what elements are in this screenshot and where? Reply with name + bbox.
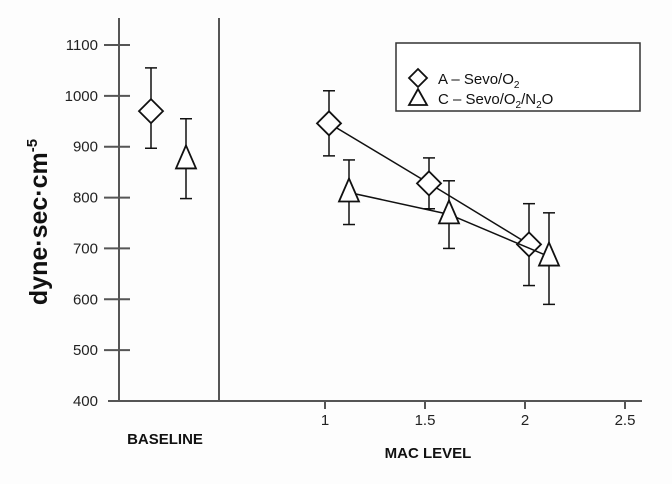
y-tick-label: 1100 — [66, 37, 98, 54]
x-tick-label: 1 — [321, 412, 329, 429]
legend-diamond-icon — [407, 67, 429, 89]
legend-label-a: A – Sevo/O2 — [438, 71, 520, 91]
y-tick-label: 700 — [73, 240, 98, 257]
y-tick-label: 1000 — [65, 88, 98, 105]
y-axis-label: dyne·sec·cm-5 — [24, 139, 53, 305]
y-tick-label: 400 — [73, 393, 98, 410]
legend: A – Sevo/O2 C – Sevo/O2/N2O — [395, 42, 641, 112]
x-tick-label: 1.5 — [415, 412, 436, 429]
x-axis-label: MAC LEVEL — [385, 445, 472, 462]
series-c — [174, 117, 561, 306]
diamond-marker — [315, 110, 343, 137]
diamond-marker — [137, 97, 165, 125]
legend-label-c: C – Sevo/O2/N2O — [438, 91, 553, 111]
triangle-marker — [437, 198, 461, 225]
y-tick-label: 500 — [73, 342, 98, 359]
triangle-marker — [537, 240, 561, 267]
axes — [108, 18, 642, 402]
triangle-marker — [174, 143, 198, 170]
legend-triangle-icon — [407, 87, 429, 106]
baseline-label: BASELINE — [127, 431, 203, 448]
y-tick-label: 900 — [73, 139, 98, 156]
triangle-marker — [337, 176, 361, 203]
y-tick-label: 800 — [73, 190, 98, 207]
y-tick-label: 600 — [73, 291, 98, 308]
x-tick-label: 2.5 — [615, 412, 636, 429]
x-tick-label: 2 — [521, 412, 529, 429]
diamond-marker — [415, 170, 443, 197]
